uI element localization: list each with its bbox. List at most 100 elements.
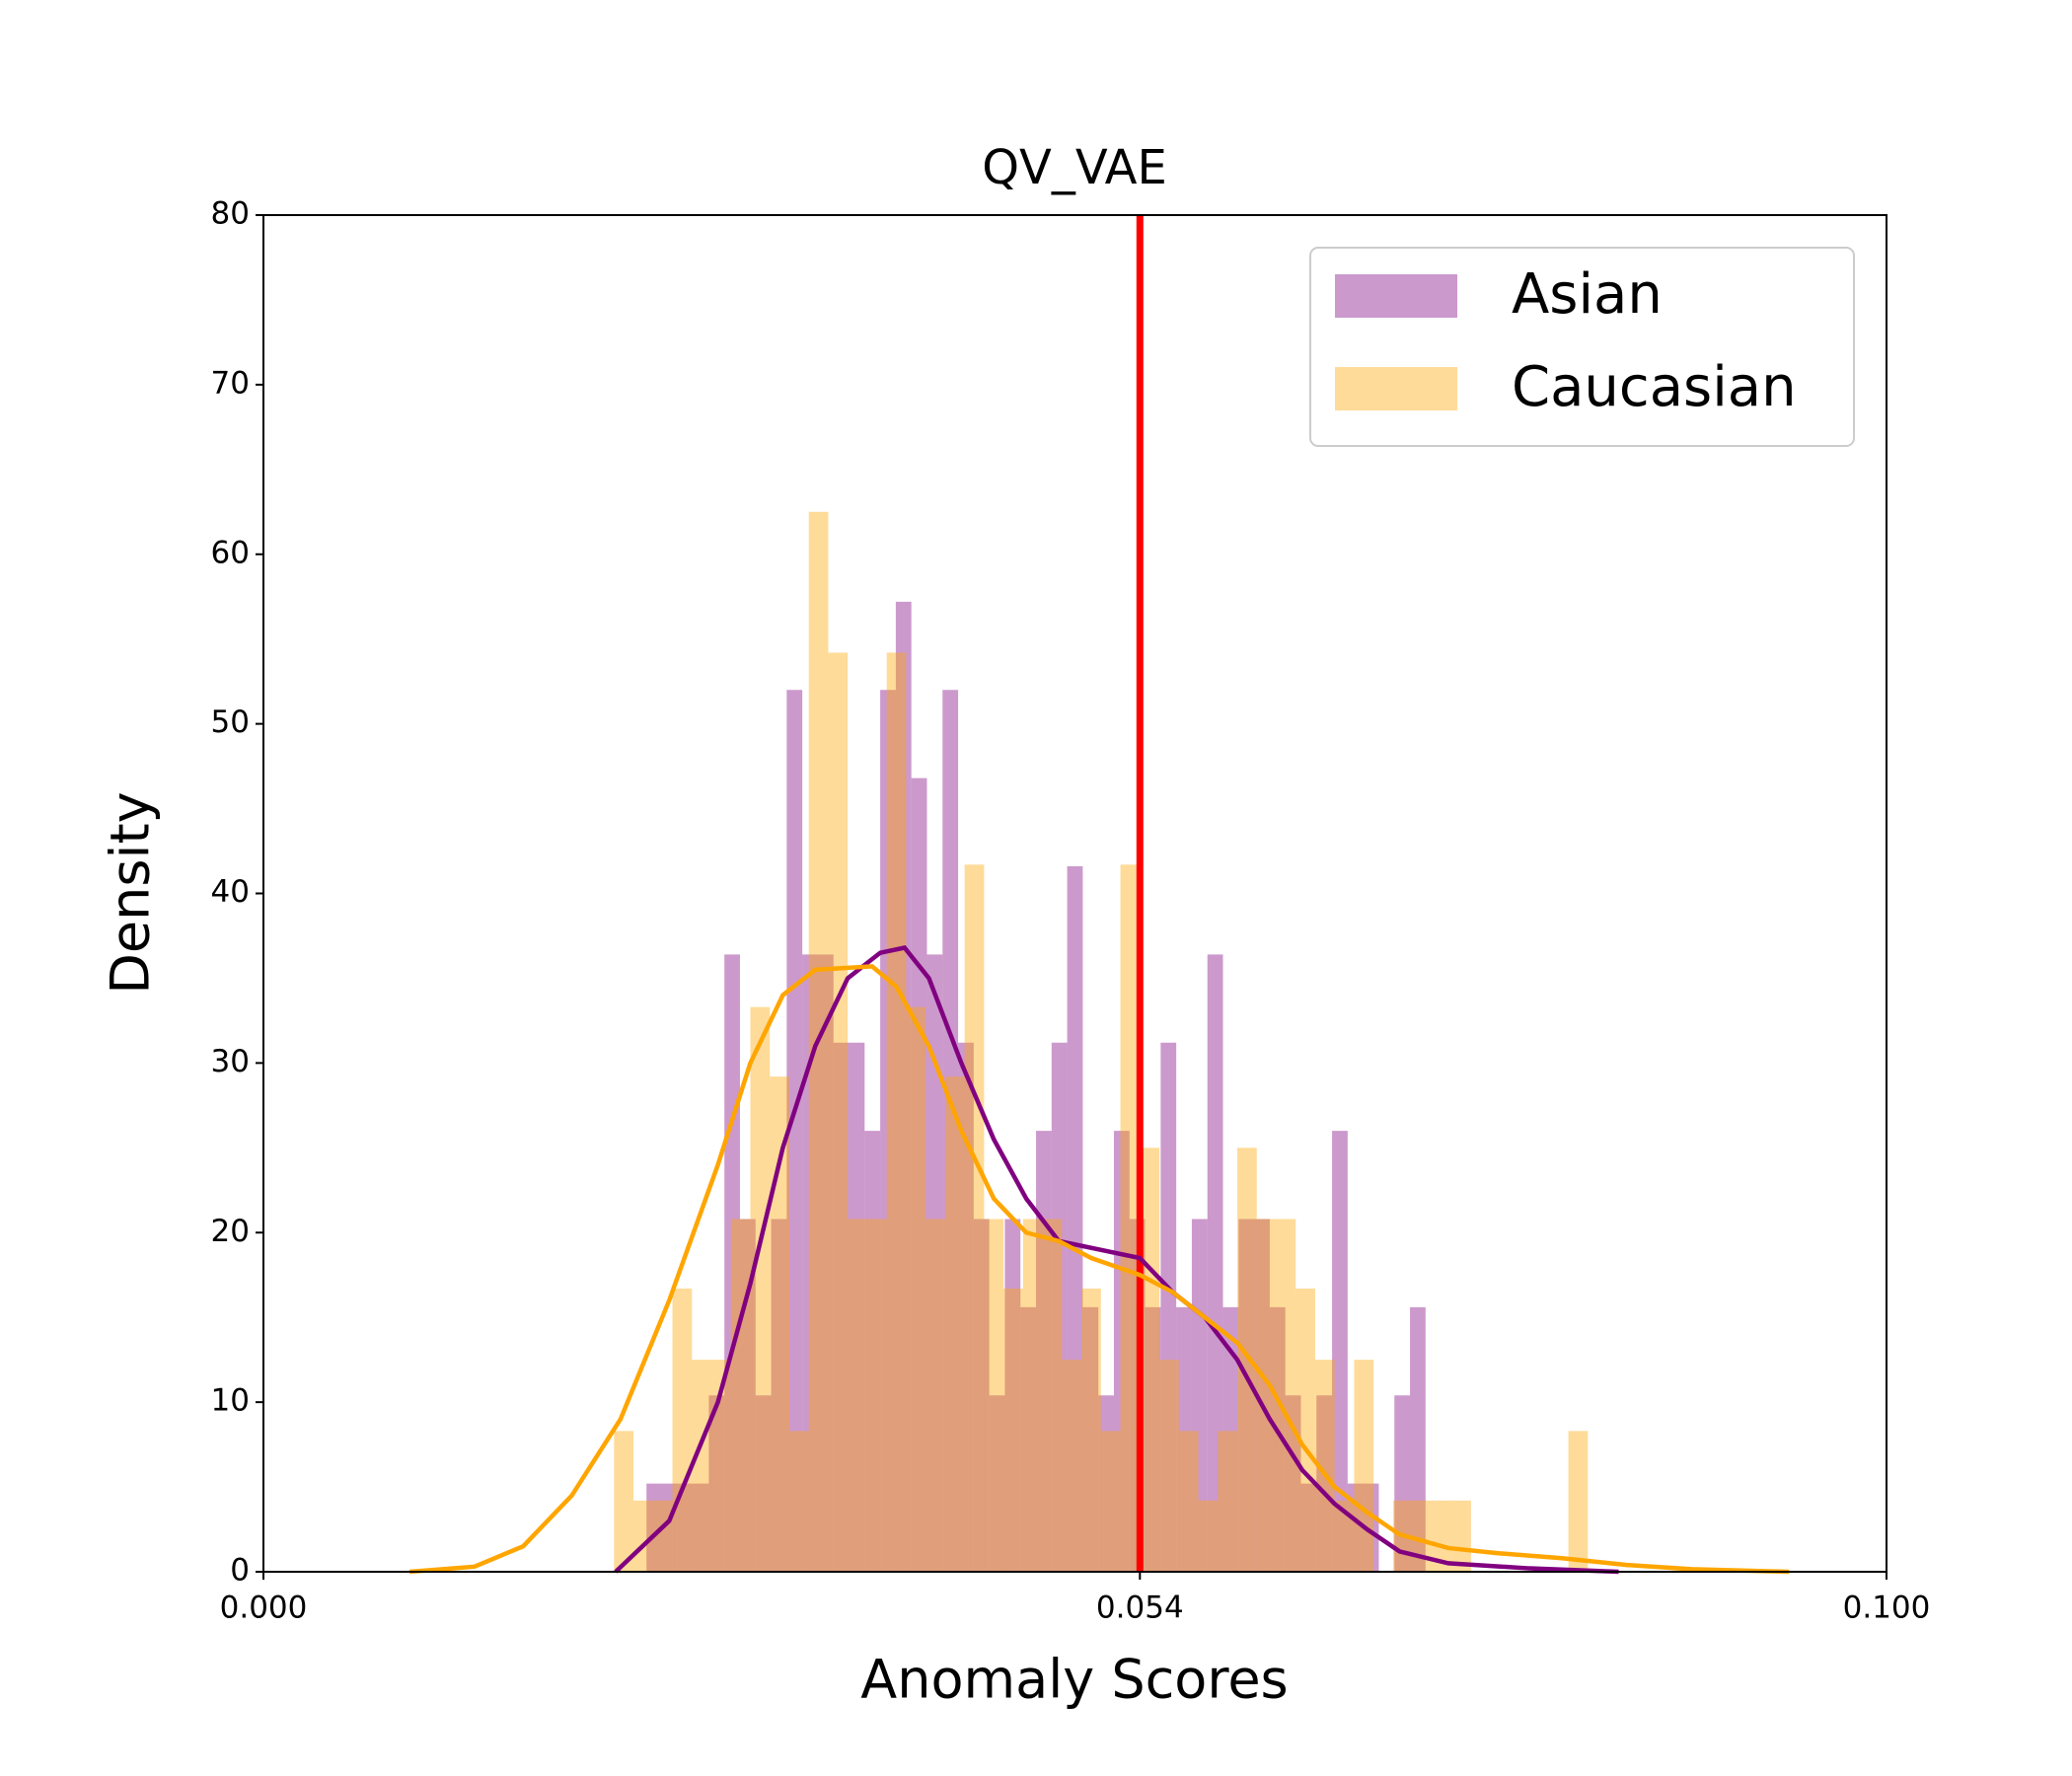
histogram-bar [1254,1219,1270,1572]
x-tick-label: 0.100 [1843,1591,1931,1626]
histogram-bar [1269,1306,1286,1572]
histogram-bar [1363,1483,1379,1572]
histogram-bar [1062,1360,1082,1572]
histogram-bar [817,954,834,1572]
histogram-bar [1334,1500,1355,1572]
histogram-bar [1160,1042,1177,1572]
histogram-bar [1120,864,1141,1572]
x-tick-label: 0.000 [220,1591,308,1626]
histogram-bar [828,652,849,1572]
legend-swatch [1335,367,1457,410]
histogram-bar [958,1042,974,1572]
y-tick-label: 70 [211,365,250,401]
histogram-bar [672,1288,693,1572]
histogram-bar [770,1076,789,1572]
histogram-bar [1036,1131,1052,1572]
histogram-bar [1051,1042,1068,1572]
histogram-bar [708,1395,725,1572]
histogram-bar [925,1219,945,1572]
y-tick-label: 80 [211,196,250,232]
y-tick-label: 50 [211,704,250,740]
histogram-bar [633,1500,653,1572]
histogram-bar [1238,1219,1255,1572]
histogram-bar [1568,1431,1589,1572]
histogram-bar [849,1042,865,1572]
histogram-bar [944,1076,965,1572]
histogram-bar [802,954,818,1572]
histogram-bar [1178,1431,1199,1572]
histogram-bar [1042,1219,1063,1572]
histogram-bar [1191,1219,1208,1572]
kde-line [408,964,1790,1575]
histogram-bar [1316,1395,1333,1572]
histogram-bar [1159,1360,1179,1572]
histogram-bar [1394,1395,1411,1572]
histogram-bar [1237,1147,1257,1572]
histogram-bar [833,1042,850,1572]
histogram-bar [1004,1219,1021,1572]
histogram-bar [692,1360,712,1572]
y-tick-label: 0 [230,1553,250,1589]
histogram-bar [1140,1147,1160,1572]
histogram-bar [693,1483,709,1572]
legend-label: Asian [1512,262,1663,327]
histogram-bar [1222,1306,1239,1572]
histogram-bar [989,1395,1005,1572]
histogram-bar [646,1483,663,1572]
histogram-bar [1113,1131,1130,1572]
histogram-bar [1098,1395,1114,1572]
histogram-bar [750,1006,771,1572]
histogram-bar [911,777,927,1572]
histogram-bar [895,601,912,1572]
histogram-bar [1412,1500,1433,1572]
histogram-bar [788,1431,809,1572]
y-tick-label: 60 [211,535,250,570]
histogram-bar [1145,1306,1161,1572]
histogram-bar [1081,1288,1101,1572]
histogram-bar [1354,1360,1374,1572]
histogram-bar [1295,1288,1315,1572]
histogram-bar [730,1219,751,1572]
histogram-bar [880,690,896,1572]
y-tick-label: 20 [211,1214,250,1249]
legend: Asian Caucasian [1309,247,1855,447]
histogram-bar [1003,1288,1023,1572]
histogram-bar [755,1395,772,1572]
histogram-bar [1218,1431,1237,1572]
legend-label: Caucasian [1512,355,1797,419]
histogram-bar [964,864,985,1572]
histogram-bar [984,1219,1004,1572]
x-tick-label: 0.054 [1096,1591,1184,1626]
histogram-bar [848,1219,867,1572]
histogram-bar [1332,1131,1348,1572]
y-tick-label: 30 [211,1044,250,1079]
histogram-bar [1432,1500,1452,1572]
histogram-bar [942,690,959,1572]
y-tick-label: 40 [211,874,250,910]
y-tick-label: 10 [211,1383,250,1419]
kde-line [614,945,1619,1575]
histogram-bar [886,652,907,1572]
histogram-bar [1198,1500,1219,1572]
histogram-bar [1020,1306,1037,1572]
histogram-bar [1410,1306,1426,1572]
histogram-bar [1100,1431,1121,1572]
histogram-bar [1067,866,1083,1572]
histogram-bar [652,1500,673,1572]
histogram-bar [786,690,803,1572]
histogram-bar [711,1360,731,1572]
histogram-bar [614,1431,634,1572]
histogram-bar [926,954,943,1572]
histogram-bar [1276,1219,1296,1572]
histogram-bar [864,1131,881,1572]
histogram-bar [1300,1483,1317,1572]
histogram-bar [1082,1306,1099,1572]
histogram-bar [1207,954,1223,1572]
histogram-bar [1176,1306,1192,1572]
histogram-bar [1314,1360,1335,1572]
chart-title: QV_VAE [982,140,1167,195]
histogram-bar [866,1219,887,1572]
legend-swatch [1335,274,1457,318]
histogram-bar [973,1219,990,1572]
